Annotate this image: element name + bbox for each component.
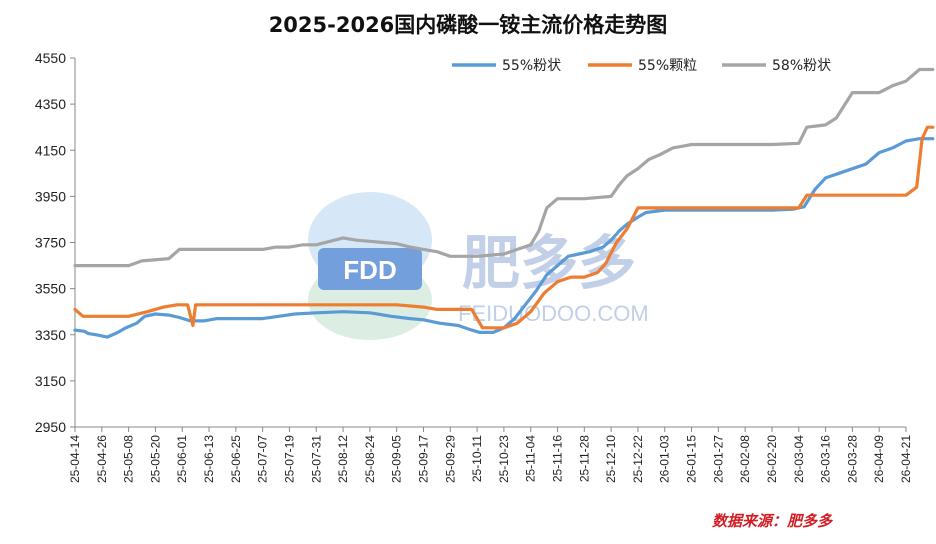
y-tick-label: 3550 — [35, 281, 66, 297]
y-axis: 2950 3150 3350 3550 3750 3950 4150 4350 4550 — [35, 50, 75, 435]
legend-label: 55%颗粒 — [638, 58, 697, 74]
x-tick-label: 25-11-04 — [524, 435, 538, 482]
legend: 55%粉状 55%颗粒 58%粉状 — [452, 58, 831, 74]
x-tick-label: 25-10-11 — [470, 435, 484, 482]
x-tick-label: 26-03-16 — [819, 435, 833, 483]
x-tick-label: 25-07-07 — [256, 435, 270, 483]
x-tick-label: 26-01-03 — [658, 435, 672, 483]
x-tick-label: 25-06-01 — [175, 435, 189, 483]
x-tick-label: 25-09-29 — [443, 435, 457, 483]
chart-title: 2025-2026国内磷酸一铵主流价格走势图 — [269, 13, 668, 37]
y-tick-label: 4350 — [35, 96, 66, 112]
watermark-badge — [318, 248, 422, 290]
series-line-2 — [73, 125, 935, 330]
x-tick-label: 25-08-24 — [363, 435, 377, 483]
series-line-3 — [73, 67, 935, 268]
x-tick-label: 25-05-08 — [122, 435, 136, 483]
x-tick-label: 25-11-16 — [551, 435, 565, 482]
x-tick-label: 25-11-28 — [577, 435, 591, 482]
y-tick-label: 3750 — [35, 235, 66, 251]
y-tick-label: 4550 — [35, 50, 66, 66]
x-tick-label: 25-04-26 — [95, 435, 109, 483]
source-note: 数据来源：肥多多 — [712, 512, 833, 530]
x-tick-label: 25-07-19 — [282, 435, 296, 483]
y-tick-label: 2950 — [35, 419, 66, 435]
x-tick-label: 26-01-15 — [685, 435, 699, 483]
x-tick-label: 26-03-04 — [792, 435, 806, 483]
series-line-1 — [73, 137, 935, 339]
x-tick-label: 25-10-23 — [497, 435, 511, 483]
x-tick-label: 25-08-12 — [336, 435, 350, 483]
x-tick-label: 26-01-27 — [711, 435, 725, 483]
x-tick-label: 25-04-14 — [68, 435, 82, 483]
x-tick-label: 26-04-21 — [899, 435, 913, 483]
watermark: FDD 肥多多 FEIDUODOO.COM — [308, 192, 649, 340]
y-tick-label: 4150 — [35, 142, 66, 158]
x-tick-label: 25-07-31 — [309, 435, 323, 483]
watermark-url: FEIDUODOO.COM — [458, 301, 649, 326]
series-layer — [73, 67, 935, 339]
x-tick-label: 25-12-22 — [631, 435, 645, 483]
x-axis: 25-04-14 25-04-26 25-05-08 25-05-20 25-06-01… — [68, 427, 913, 483]
x-tick-label: 25-06-13 — [202, 435, 216, 483]
x-tick-label: 25-05-20 — [148, 435, 162, 483]
legend-label: 55%粉状 — [502, 58, 561, 74]
y-tick-label: 3350 — [35, 327, 66, 343]
watermark-fdd: FDD — [343, 255, 396, 285]
y-tick-label: 3950 — [35, 188, 66, 204]
legend-label: 58%粉状 — [772, 58, 831, 74]
x-tick-label: 25-12-10 — [604, 435, 618, 483]
x-tick-label: 25-06-25 — [229, 435, 243, 483]
x-tick-label: 26-02-20 — [765, 435, 779, 483]
x-tick-label: 25-09-05 — [390, 435, 404, 483]
x-tick-label: 26-04-09 — [872, 435, 886, 483]
x-tick-label: 25-09-17 — [416, 435, 430, 483]
y-tick-label: 3150 — [35, 373, 66, 389]
x-tick-label: 26-03-28 — [845, 435, 859, 483]
x-tick-label: 26-02-08 — [738, 435, 752, 483]
